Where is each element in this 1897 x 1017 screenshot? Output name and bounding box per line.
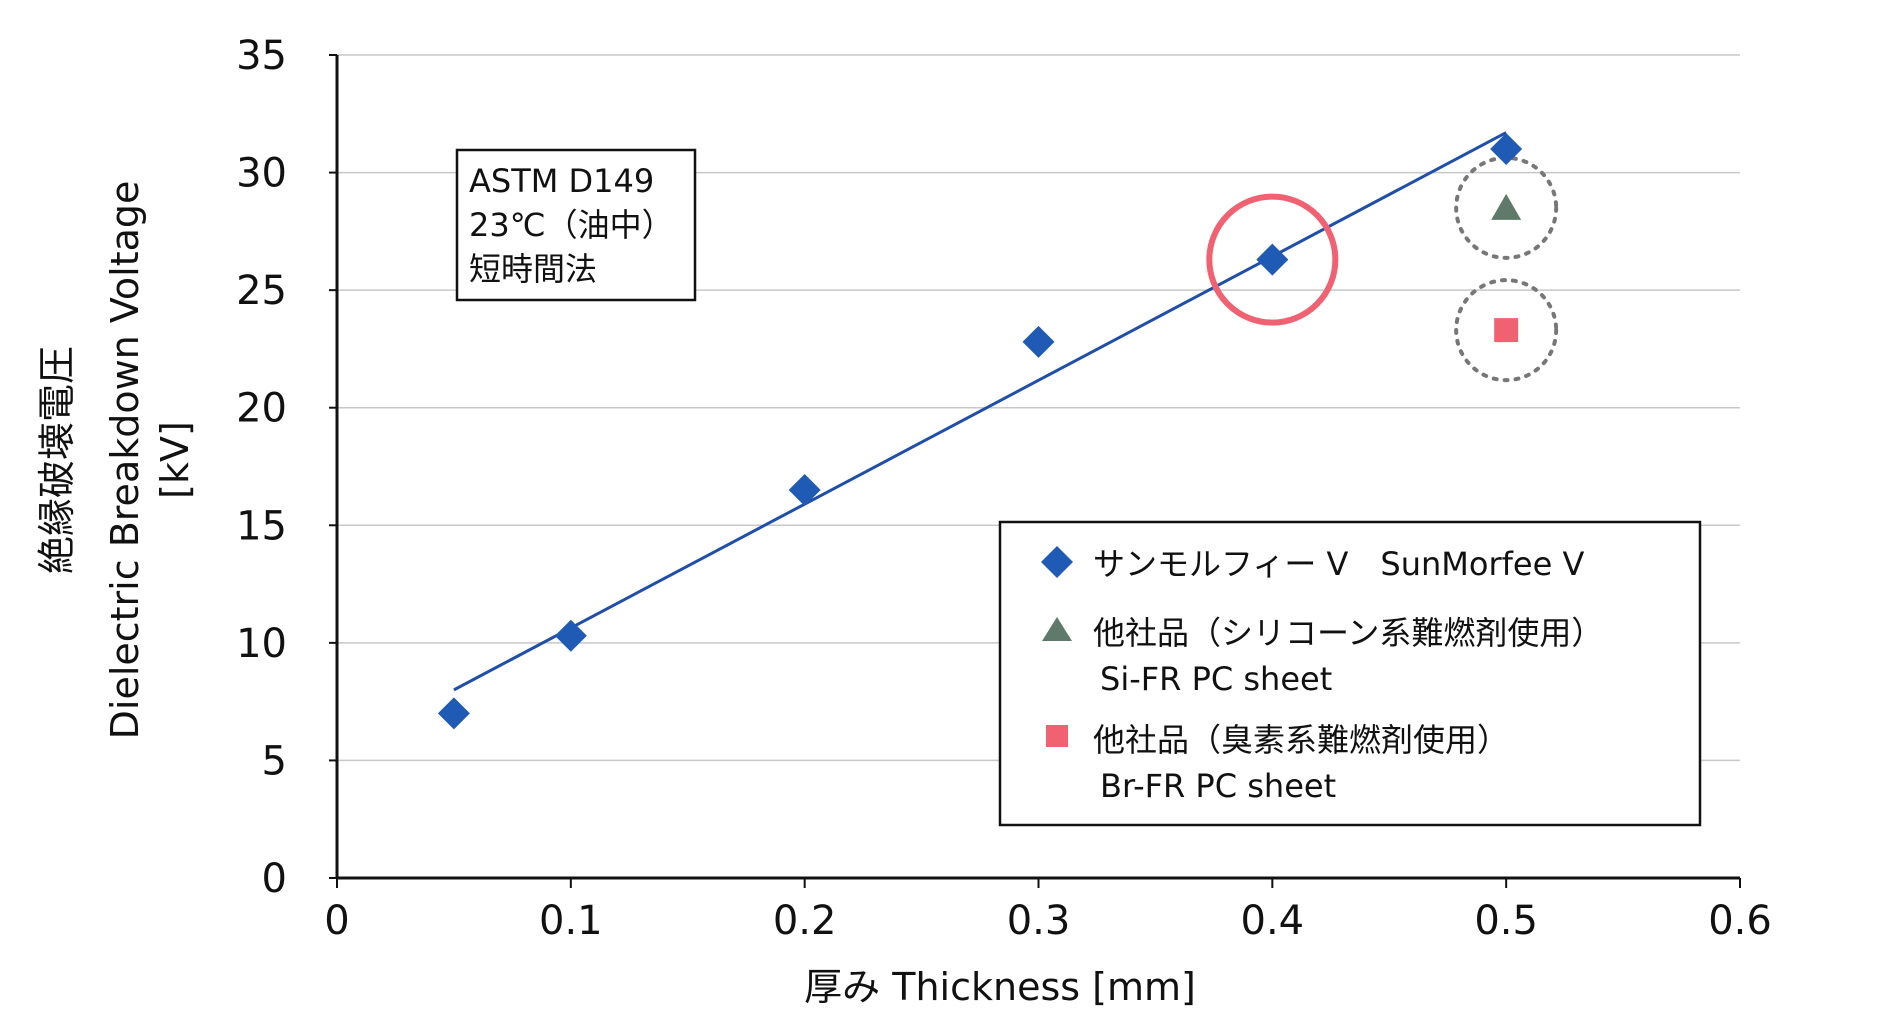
x-tick-label: 0.3 (1007, 898, 1071, 944)
data-point-diamond (1022, 325, 1055, 358)
legend-marker-si-fr (1042, 617, 1072, 641)
legend-label-br-fr-jp: 他社品（臭素系難燃剤使用） (1093, 721, 1509, 759)
data-point-diamond (554, 619, 587, 652)
x-tick-labels: 0 0.1 0.2 0.3 0.4 0.5 0.6 (324, 878, 1772, 944)
legend-frame (998, 520, 1702, 827)
y-axis-title-jp: 絶縁破壊電圧 (35, 346, 79, 574)
x-axis-title: 厚み Thickness [mm] (804, 965, 1196, 1009)
y-axis-title-unit: [kV] (153, 421, 197, 499)
data-point-diamond (1256, 243, 1289, 276)
x-tick-label: 0 (324, 898, 349, 944)
x-tick-label: 0.1 (539, 898, 603, 944)
annotation-line-3: 短時間法 (469, 250, 597, 288)
legend-marker-sunmorfee (1041, 546, 1073, 578)
data-points (437, 133, 1523, 730)
y-tick-label: 0 (262, 856, 287, 902)
annotation-box: ASTM D149 23℃（油中） 短時間法 (455, 148, 697, 302)
data-point-square (1494, 318, 1519, 343)
legend-marker-br-fr (1046, 725, 1068, 747)
y-tick-label: 30 (236, 151, 287, 197)
data-point-diamond (1490, 133, 1523, 166)
highlight-circle (1206, 193, 1339, 326)
x-tick-label: 0.6 (1708, 898, 1772, 944)
legend: サンモルフィー V SunMorfee V 他社品（シリコーン系難燃剤使用） S… (998, 520, 1702, 827)
x-tick-label: 0.5 (1474, 898, 1538, 944)
y-tick-label: 20 (236, 386, 287, 432)
trendline (453, 131, 1507, 692)
x-tick-label: 0.4 (1241, 898, 1305, 944)
legend-label-sunmorfee: サンモルフィー V SunMorfee V (1093, 545, 1584, 583)
y-tick-label: 25 (236, 268, 287, 314)
annotation-line-1: ASTM D149 (469, 162, 654, 200)
data-point-diamond (437, 697, 470, 730)
legend-label-si-fr-jp: 他社品（シリコーン系難燃剤使用） (1093, 614, 1603, 652)
y-axis-title: 絶縁破壊電圧 Dielectric Breakdown Voltage [kV] (35, 181, 197, 740)
y-tick-label: 15 (236, 503, 287, 549)
y-tick-label: 10 (236, 621, 287, 667)
y-tick-labels: 0 5 10 15 20 25 30 35 (236, 33, 337, 902)
highlight-circles (1206, 155, 1559, 383)
legend-label-br-fr-en: Br-FR PC sheet (1100, 767, 1336, 805)
legend-label-si-fr-en: Si-FR PC sheet (1100, 660, 1332, 698)
dotted-circle (1454, 278, 1559, 383)
annotation-frame (455, 148, 697, 302)
annotation-line-2: 23℃（油中） (469, 206, 674, 244)
y-tick-label: 35 (236, 33, 287, 79)
data-point-triangle (1491, 193, 1522, 220)
x-tick-label: 0.2 (773, 898, 837, 944)
y-tick-label: 5 (262, 738, 287, 784)
data-point-diamond (788, 474, 821, 507)
y-axis-title-en: Dielectric Breakdown Voltage (103, 181, 147, 740)
trendline-group (453, 131, 1507, 692)
